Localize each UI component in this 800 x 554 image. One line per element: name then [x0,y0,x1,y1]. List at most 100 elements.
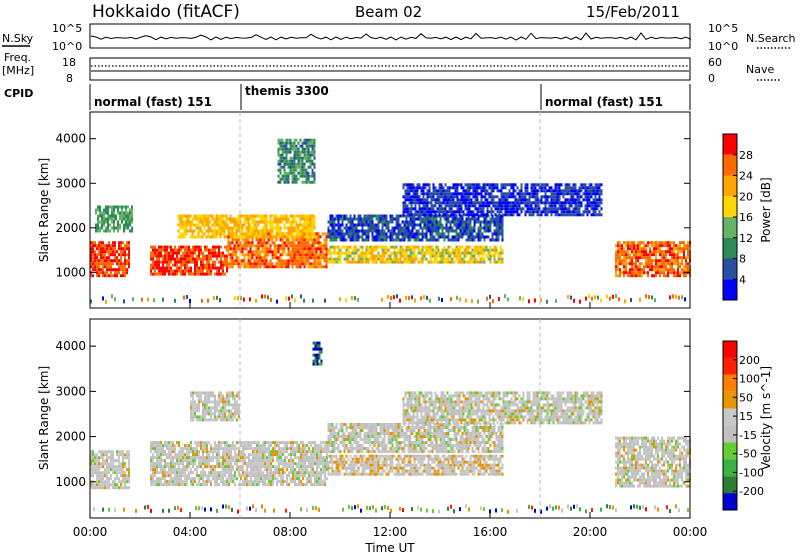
heatmap-cell [466,186,469,190]
heatmap-cell [423,245,426,249]
heatmap-cell [347,217,350,221]
heatmap-cell [198,450,200,454]
heatmap-cell [375,257,378,261]
heatmap-cell [425,257,428,261]
heatmap-cell [125,217,127,221]
heatmap-cell [331,229,334,233]
heatmap-cell [295,238,298,242]
heatmap-cell [193,229,196,233]
heatmap-cell [273,253,276,257]
heatmap-cell [154,260,156,264]
heatmap-cell [253,229,256,233]
heatmap-cell [365,232,368,236]
heatmap-cell [345,217,348,221]
heatmap-cell [200,257,202,261]
heatmap-cell [251,250,254,254]
heatmap-cell [669,268,671,272]
heatmap-cell [393,245,396,249]
heatmap-cell [190,254,192,258]
heatmap-cell [663,268,665,272]
heatmap-cell [514,201,517,205]
heatmap-cell [389,220,392,224]
heatmap-cell [498,297,500,302]
heatmap-cell [245,226,248,230]
heatmap-cell [273,247,276,251]
heatmap-cell [399,226,402,230]
heatmap-cell [299,265,302,269]
heatmap-cell [469,232,472,236]
heatmap-cell [440,210,443,214]
heatmap-cell [331,251,334,255]
heatmap-cell [631,259,633,263]
heatmap-cell [194,456,196,460]
heatmap-cell [659,250,661,254]
heatmap-cell [405,232,408,236]
heatmap-cell [485,235,488,239]
heatmap-cell [504,294,506,299]
heatmap-cell [406,210,409,214]
heatmap-cell [329,251,332,255]
heatmap-cell [431,238,434,242]
heatmap-cell [162,297,164,302]
heatmap-cell [216,450,218,454]
heatmap-cell [411,226,414,230]
heatmap-cell [241,244,244,248]
heatmap-cell [313,232,316,236]
heatmap-cell [190,468,192,472]
nsearch-label: N.Search [746,32,796,45]
heatmap-cell [483,245,486,249]
heatmap-cell [479,257,482,261]
heatmap-cell [321,232,324,236]
heatmap-cell [154,447,156,451]
heatmap-cell [111,226,113,230]
heatmap-cell [440,189,443,193]
heatmap-cell [437,245,440,249]
heatmap-cell [452,210,455,214]
colorbar-swatch [723,217,737,238]
heatmap-cell [283,244,286,248]
heatmap-cell [309,256,312,260]
heatmap-cell [152,251,154,255]
heatmap-cell [477,299,479,304]
heatmap-cell [615,259,617,263]
heatmap-cell [349,214,352,218]
heatmap-cell [164,450,166,454]
heatmap-cell [112,247,114,251]
heatmap-cell [108,480,110,484]
heatmap-cell [416,189,419,193]
heatmap-cell [681,259,683,263]
heatmap-cell [383,245,386,249]
heatmap-cell [125,220,127,224]
heatmap-cell [619,256,621,260]
heatmap-cell [443,251,446,255]
heatmap-cell [180,260,182,264]
heatmap-cell [220,245,222,249]
heatmap-cell [202,260,204,264]
heatmap-cell [277,223,280,227]
heatmap-cell [104,474,106,478]
heatmap-cell [202,266,204,270]
heatmap-cell [504,186,507,190]
heatmap-cell [504,192,507,196]
heatmap-cell [623,271,625,275]
heatmap-cell [249,259,252,263]
heatmap-cell [196,450,198,454]
heatmap-cell [92,250,94,254]
heatmap-cell [204,441,206,445]
heatmap-cell [269,262,272,266]
heatmap-cell [182,468,184,472]
heatmap-cell [287,220,290,224]
heatmap-cell [681,256,683,260]
heatmap-cell [431,229,434,233]
heatmap-cell [339,297,341,302]
heatmap-cell [406,183,409,187]
heatmap-cell [681,295,683,300]
heatmap-cell [667,262,669,266]
heatmap-cell [174,462,176,466]
heatmap-cell [174,257,176,261]
heatmap-cell [114,253,116,257]
heatmap-cell [377,217,380,221]
heatmap-cell [355,217,358,221]
heatmap-cell [247,226,250,230]
heatmap-cell [293,217,296,221]
